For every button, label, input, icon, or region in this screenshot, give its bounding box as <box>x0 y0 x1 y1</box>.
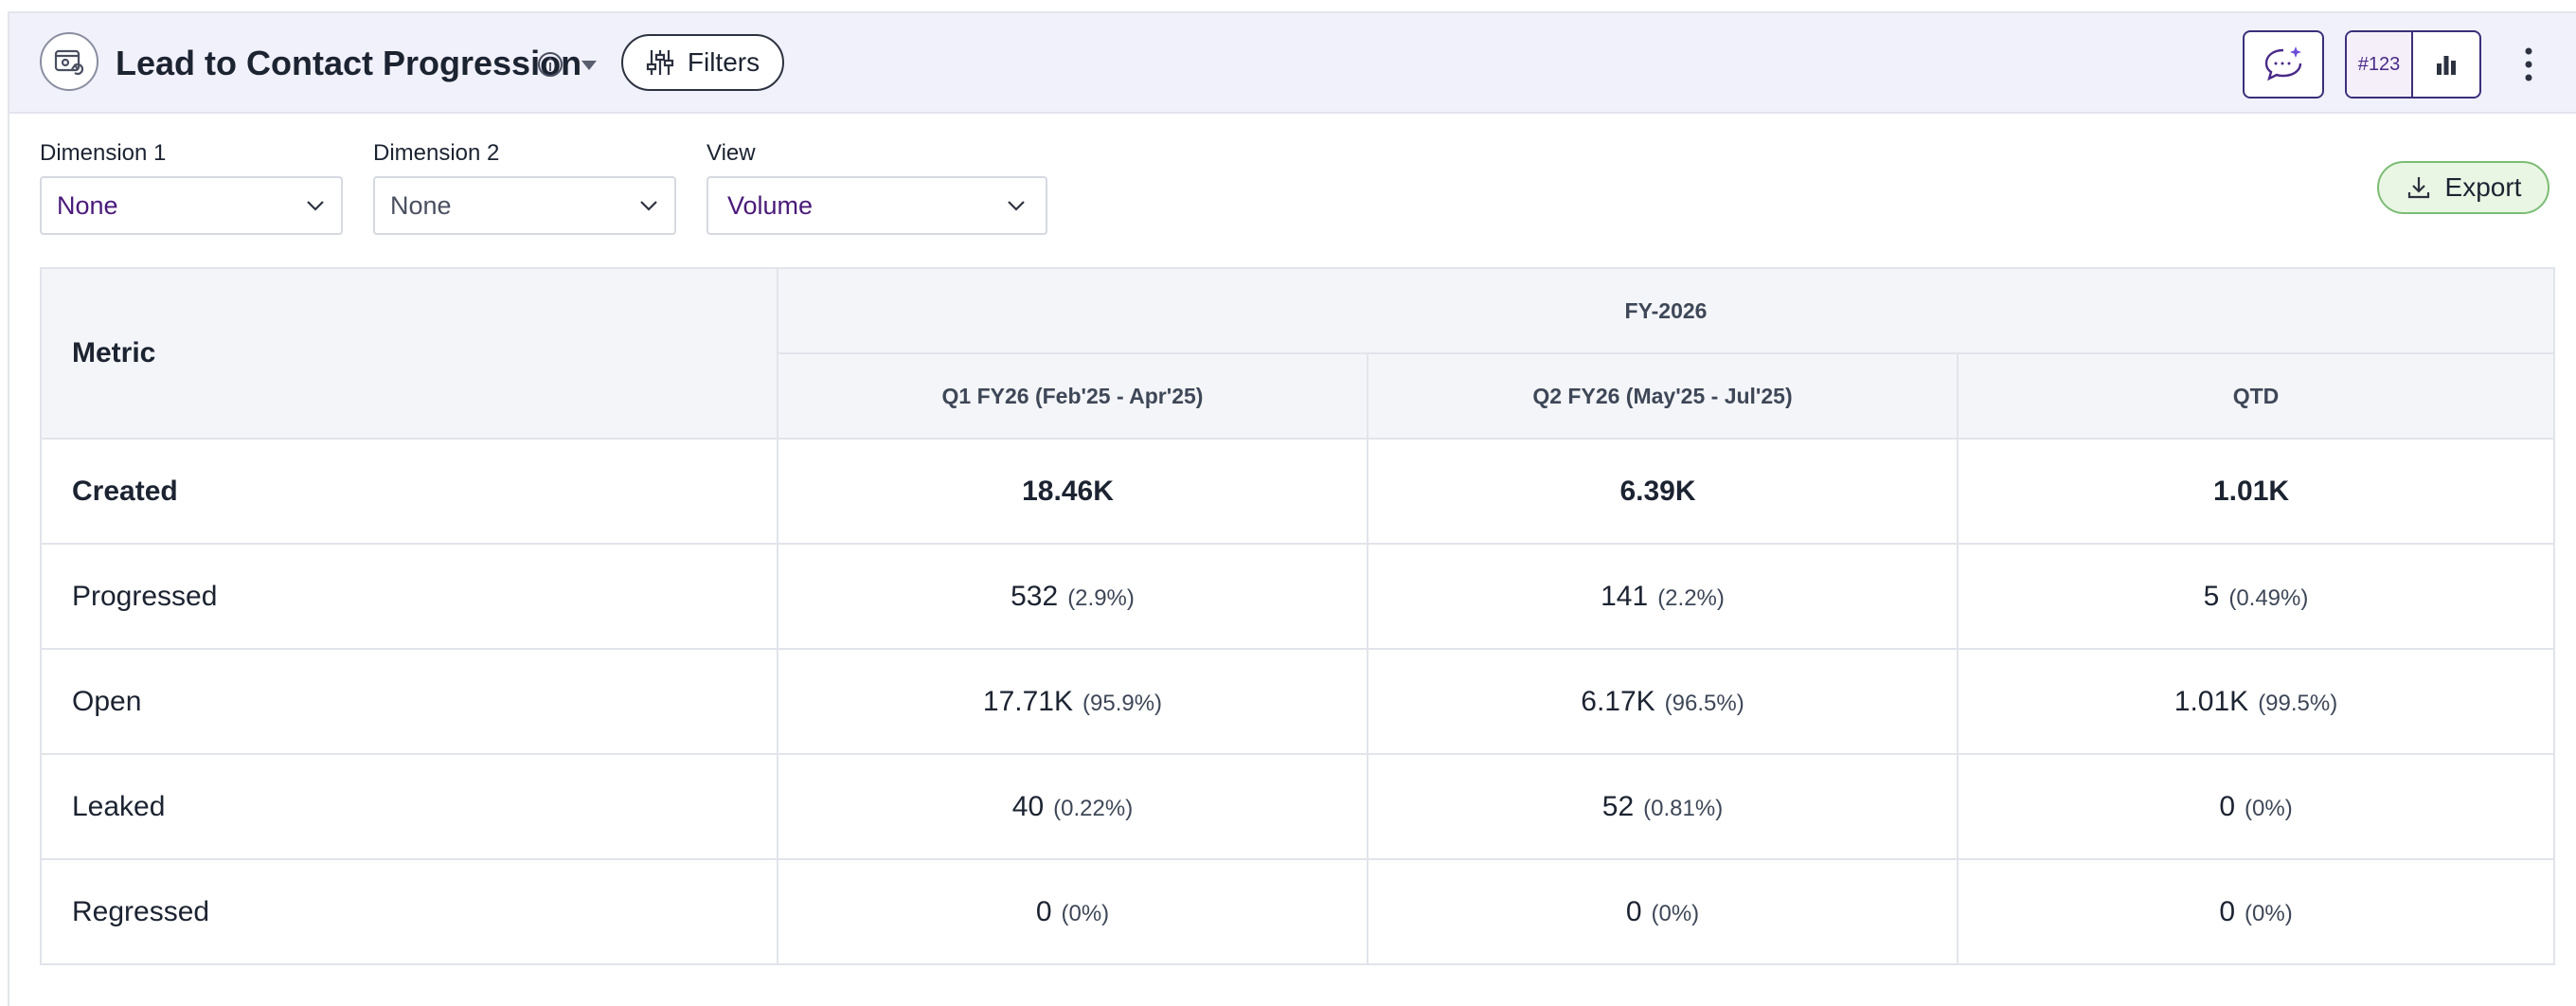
table-row: Leaked 40 (0.22%) 52 (0.81%) 0 (0%) <box>40 753 2556 860</box>
table-cell[interactable]: 5 (0.49%) <box>1956 543 2556 650</box>
table-cell[interactable]: 40 (0.22%) <box>777 753 1368 860</box>
view-select[interactable]: Volume <box>707 176 1047 235</box>
export-label: Export <box>2444 172 2522 202</box>
report-title: Lead to Contact Progression <box>116 44 582 82</box>
table-cell[interactable]: 1.01K (99.5%) <box>1956 648 2556 755</box>
download-icon <box>2407 177 2429 199</box>
bar-chart-icon <box>2437 56 2456 75</box>
table-cell[interactable]: 0 (0%) <box>777 858 1368 965</box>
export-button[interactable]: Export <box>2377 161 2549 214</box>
table-row: Progressed 532 (2.9%) 141 (2.2%) 5 (0.49%) <box>40 543 2556 650</box>
table-cell[interactable]: 6.17K (96.5%) <box>1367 648 1959 755</box>
column-header-q1: Q1 FY26 (Feb'25 - Apr'25) <box>777 352 1368 440</box>
report-header: Lead to Contact Progression Filters <box>9 13 2576 114</box>
table-cell[interactable]: 52 (0.81%) <box>1367 753 1959 860</box>
chevron-down-icon <box>307 201 324 211</box>
table-cell[interactable]: 18.46K <box>777 438 1368 545</box>
table-row: Regressed 0 (0%) 0 (0%) 0 (0%) <box>40 858 2556 965</box>
more-options-button[interactable] <box>2510 36 2548 93</box>
dimension2-label: Dimension 2 <box>373 140 500 166</box>
info-icon[interactable] <box>535 49 565 80</box>
metric-column-header: Metric <box>40 267 778 440</box>
table-cell[interactable]: 0 (0%) <box>1367 858 1959 965</box>
dimension1-label: Dimension 1 <box>40 140 167 166</box>
chart-view-toggle[interactable] <box>2413 32 2479 97</box>
progression-table: Metric FY-2026 Q1 FY26 (Feb'25 - Apr'25)… <box>40 267 2556 965</box>
table-cell[interactable]: 141 (2.2%) <box>1367 543 1959 650</box>
view-value: Volume <box>727 190 814 220</box>
column-header-q2: Q2 FY26 (May'25 - Jul'25) <box>1367 352 1959 440</box>
row-label-progressed: Progressed <box>40 543 778 650</box>
display-toggle-group: #123 <box>2345 30 2481 99</box>
dimension1-value: None <box>57 190 118 220</box>
table-cell[interactable]: 532 (2.9%) <box>777 543 1368 650</box>
caret-down-icon[interactable] <box>579 55 599 76</box>
table-cell[interactable]: 17.71K (95.9%) <box>777 648 1368 755</box>
filters-button[interactable]: Filters <box>621 34 784 91</box>
report-type-icon <box>40 32 98 91</box>
number-view-toggle[interactable]: #123 <box>2347 32 2413 97</box>
kebab-menu-icon <box>2525 47 2532 81</box>
chevron-down-icon <box>1008 201 1025 211</box>
sliders-icon <box>646 50 673 75</box>
row-label-regressed: Regressed <box>40 858 778 965</box>
table-cell[interactable]: 1.01K <box>1956 438 2556 545</box>
report-card: Lead to Contact Progression Filters <box>8 11 2576 1006</box>
filters-label: Filters <box>687 47 760 77</box>
view-label: View <box>707 140 756 166</box>
row-label-leaked: Leaked <box>40 753 778 860</box>
table-cell[interactable]: 6.39K <box>1367 438 1959 545</box>
dimension1-select[interactable]: None <box>40 176 343 235</box>
ai-chat-icon <box>2264 46 2302 81</box>
table-row: Created 18.46K 6.39K 1.01K <box>40 438 2556 545</box>
ai-chat-button[interactable] <box>2243 30 2324 99</box>
dimension2-select[interactable]: None <box>373 176 676 235</box>
column-header-qtd: QTD <box>1956 352 2556 440</box>
row-label-created: Created <box>40 438 778 545</box>
fiscal-year-header: FY-2026 <box>776 267 2556 354</box>
table-cell[interactable]: 0 (0%) <box>1956 753 2556 860</box>
row-label-open: Open <box>40 648 778 755</box>
chevron-down-icon <box>640 201 657 211</box>
table-row: Open 17.71K (95.9%) 6.17K (96.5%) 1.01K (99… <box>40 648 2556 755</box>
table-cell[interactable]: 0 (0%) <box>1956 858 2556 965</box>
dimension2-value: None <box>390 190 452 220</box>
